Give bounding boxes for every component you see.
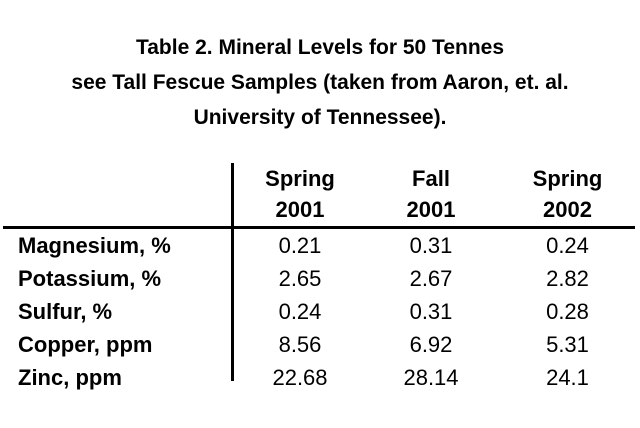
table-cell: 5.31 [546, 332, 589, 357]
table-cell: 28.14 [403, 365, 459, 390]
column-header-spring-2002: Spring 2002 [495, 163, 640, 226]
table-cell: 0.31 [409, 299, 453, 324]
column-header-spring-2001: Spring 2001 [233, 163, 367, 226]
column-header-season: Spring [532, 166, 603, 191]
table-row-potassium: Potassium, % 2.65 2.67 2.82 [0, 262, 640, 295]
column-header-fall-2001: Fall 2001 [367, 163, 495, 226]
table-cell: 2.67 [409, 266, 453, 291]
table-cell: 0.28 [546, 299, 589, 324]
mineral-levels-table: Spring 2001 Fall 2001 Spring 2002 Magnes… [0, 163, 640, 394]
table-row-sulfur: Sulfur, % 0.24 0.31 0.28 [0, 295, 640, 328]
caption-line-3: University of Tennessee). [193, 106, 447, 129]
table-cell: 22.68 [272, 365, 328, 390]
table-cell: 24.1 [546, 365, 589, 390]
table-cell: 0.24 [278, 299, 322, 324]
row-label: Sulfur, % [18, 299, 113, 324]
table-row-zinc: Zinc, ppm 22.68 28.14 24.1 [0, 361, 640, 394]
table-caption: Table 2. Mineral Levels for 50 Tennes se… [0, 30, 640, 135]
table-cell: 8.56 [278, 332, 322, 357]
table-cell: 0.31 [409, 233, 453, 258]
column-header-season: Fall [412, 166, 450, 191]
header-divider-line [3, 226, 635, 229]
column-header-year: 2001 [275, 197, 325, 222]
table-row-magnesium: Magnesium, % 0.21 0.31 0.24 [0, 229, 640, 262]
table-cell: 0.24 [546, 233, 589, 258]
table-header-row: Spring 2001 Fall 2001 Spring 2002 [0, 163, 640, 226]
caption-line-2: see Tall Fescue Samples (taken from Aaro… [71, 71, 569, 94]
column-divider-line [231, 163, 234, 381]
table-cell: 2.65 [278, 266, 322, 291]
header-spacer-cell [0, 163, 233, 226]
column-header-season: Spring [265, 166, 335, 191]
column-header-year: 2002 [543, 197, 592, 222]
table-row-copper: Copper, ppm 8.56 6.92 5.31 [0, 328, 640, 361]
row-label: Copper, ppm [18, 332, 153, 357]
row-label: Zinc, ppm [18, 365, 122, 390]
table-cell: 6.92 [409, 332, 453, 357]
row-label: Potassium, % [18, 266, 162, 291]
table-cell: 0.21 [278, 233, 322, 258]
caption-line-1: Table 2. Mineral Levels for 50 Tennes [135, 36, 505, 59]
table-cell: 2.82 [546, 266, 589, 291]
column-header-year: 2001 [406, 197, 456, 222]
row-label: Magnesium, % [18, 233, 171, 258]
